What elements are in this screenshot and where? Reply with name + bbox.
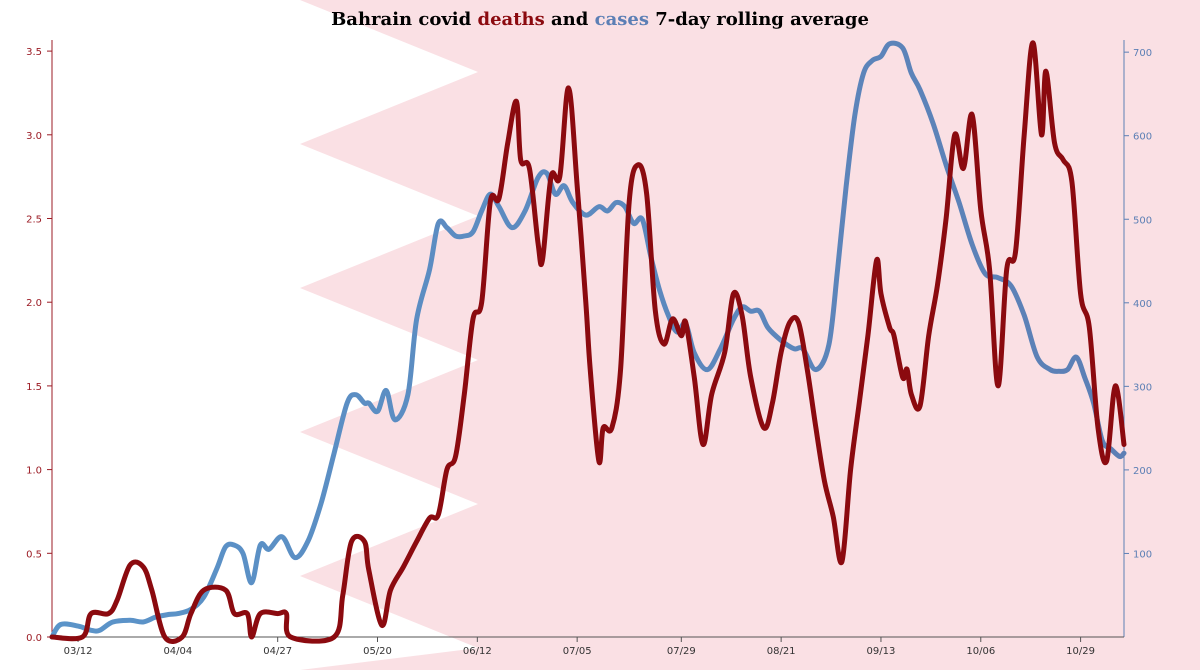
series <box>49 40 1127 644</box>
left-y-tick-label: 3.5 <box>26 47 42 58</box>
left-y-tick-label: 1.5 <box>26 382 42 393</box>
flag-red-field <box>300 0 1200 670</box>
title-part1: Bahrain covid <box>331 9 477 30</box>
x-tick-label: 10/29 <box>1066 646 1095 657</box>
right-y-tick-label: 700 <box>1133 48 1152 59</box>
left-y-tick-label: 0.0 <box>26 633 42 644</box>
left-y-tick-label: 0.5 <box>26 549 42 560</box>
x-tick-label: 09/13 <box>867 646 896 657</box>
axes: 0.0 0.5 1.0 1.5 2.0 2.5 3.0 3.5 100 200 300 400 500 6… <box>26 40 1152 657</box>
x-tick-label: 05/20 <box>363 646 392 657</box>
title-part3: 7-day rolling average <box>649 9 869 30</box>
title-part2: and <box>545 9 595 30</box>
x-tick-label: 07/05 <box>563 646 592 657</box>
left-y-tick-label: 3.0 <box>26 131 42 142</box>
right-y-tick-label: 400 <box>1133 299 1152 310</box>
chart-title: Bahrain covid deaths and cases 7-day rol… <box>331 9 869 30</box>
right-y-tick-label: 200 <box>1133 466 1152 477</box>
x-tick-label: 06/12 <box>463 646 492 657</box>
x-tick-label: 04/27 <box>263 646 292 657</box>
left-y-tick-label: 2.0 <box>26 298 42 309</box>
right-y-tick-label: 600 <box>1133 132 1152 143</box>
x-tick-label: 04/04 <box>163 646 192 657</box>
title-cases-word: cases <box>595 9 649 30</box>
title-deaths-word: deaths <box>478 9 545 30</box>
left-y-tick-label: 1.0 <box>26 466 42 477</box>
right-y-tick-label: 300 <box>1133 382 1152 393</box>
right-y-tick-label: 100 <box>1133 549 1152 560</box>
left-y-tick-label: 2.5 <box>26 215 42 226</box>
deaths-series-line <box>49 40 1127 644</box>
cases-series-line <box>49 40 1127 640</box>
x-tick-label: 10/06 <box>966 646 995 657</box>
x-tick-label: 03/12 <box>64 646 93 657</box>
x-tick-label: 07/29 <box>667 646 696 657</box>
right-y-tick-label: 500 <box>1133 215 1152 226</box>
flag-background <box>300 0 1200 670</box>
x-tick-label: 08/21 <box>767 646 796 657</box>
